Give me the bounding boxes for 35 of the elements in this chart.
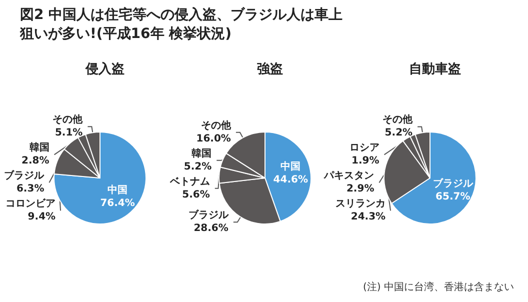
data-label: 44.6% (273, 174, 308, 186)
data-label: 2.8% (22, 156, 50, 167)
slice-label: パキスタン (323, 170, 374, 182)
slice-label: その他 (382, 114, 414, 126)
slice-label: コロンビア (6, 198, 56, 210)
data-label: 5.6% (182, 189, 210, 200)
data-label: 5.2% (184, 161, 212, 172)
data-label: 9.4% (28, 212, 56, 223)
slice-label: その他 (200, 119, 232, 132)
text: (注) 中国に台湾、香港は含まない (363, 280, 514, 294)
data-label: 76.4% (100, 198, 135, 210)
data-label: 16.0% (196, 133, 231, 144)
slice-label: ロシア (349, 142, 380, 154)
data-label: 2.9% (346, 184, 374, 195)
data-label: 24.3% (350, 212, 386, 223)
slice-label: 中国 (280, 160, 301, 173)
data-label: 5.2% (384, 128, 413, 139)
data-label: 65.7% (436, 191, 470, 202)
caption: 図2 中国人は住宅等への侵入盗、ブラジル人は車上狙いが多い!(平成16年 検挙状況) (20, 6, 344, 44)
slice-label: ブラジル (188, 209, 230, 222)
slice-label: ベトナム (168, 176, 210, 188)
chart-title: 強盗 (257, 61, 283, 77)
data-label: 1.9% (352, 156, 380, 167)
slice-label: 韓国 (29, 142, 50, 154)
data-label: 28.6% (194, 223, 228, 234)
data-label: 5.1% (54, 128, 83, 139)
slice-label: ブラジル (4, 170, 46, 182)
slice-label: 中国 (108, 184, 128, 196)
data-label: 6.3% (16, 184, 44, 195)
chart-title: 侵入盗 (84, 61, 124, 77)
chart-title: 自動車盗 (409, 62, 461, 77)
slice-label: 韓国 (192, 147, 212, 160)
slice-label: その他 (52, 114, 84, 126)
slice-label: ブラジル (432, 177, 474, 190)
slice-label: スリランカ (336, 198, 386, 210)
